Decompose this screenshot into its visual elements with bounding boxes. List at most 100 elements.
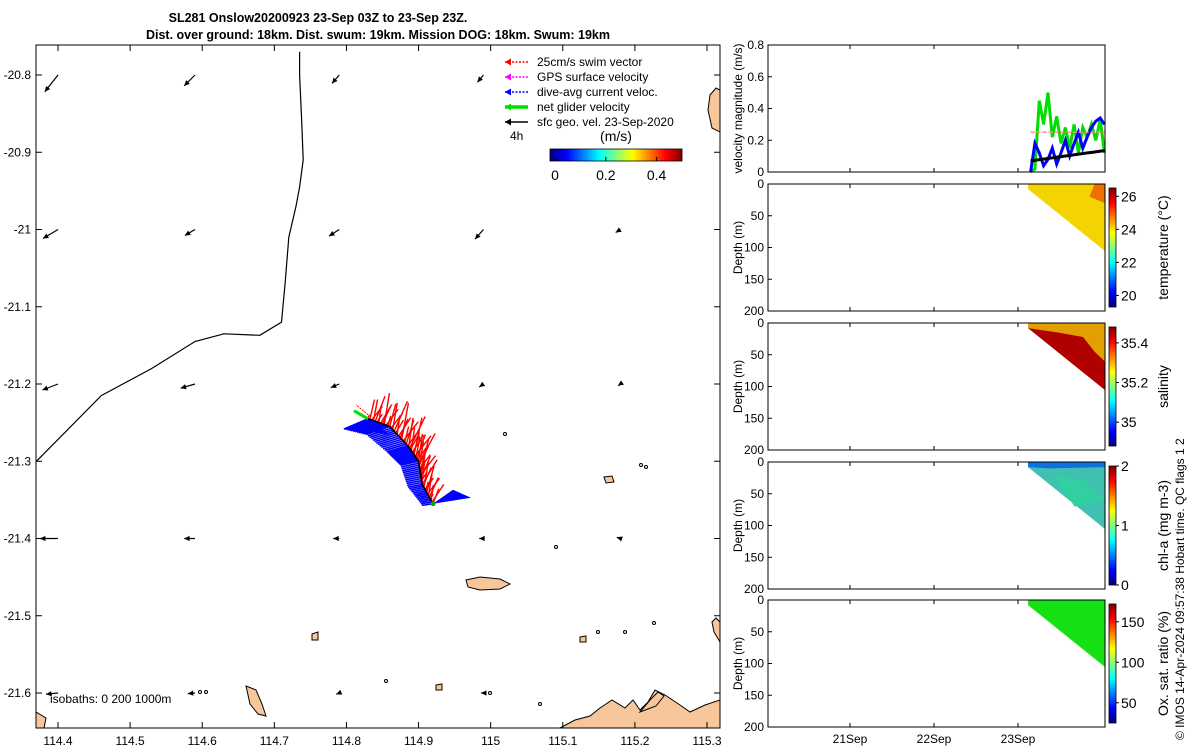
map-y-tick-label: -21.4 xyxy=(4,532,32,546)
sfc-vector-head xyxy=(336,689,343,695)
current-vector xyxy=(386,445,408,453)
colorbar-tick-label: 0 xyxy=(1121,577,1129,593)
map-frame xyxy=(35,44,721,729)
current-vector xyxy=(394,454,415,461)
swim-vector xyxy=(416,434,426,459)
colorbar-tick-label: 2 xyxy=(1121,458,1129,474)
profile-wedge xyxy=(1028,462,1105,529)
swim-vector xyxy=(378,408,382,423)
sfc-vector-head xyxy=(479,535,485,542)
sfc-vector-head xyxy=(42,385,49,391)
swim-vector xyxy=(411,434,425,453)
y-axis-label: Depth (m) xyxy=(731,360,745,413)
map-x-tick-label: 115.3 xyxy=(692,734,721,748)
swim-vector xyxy=(385,408,399,426)
sfc-vector-head xyxy=(184,80,190,86)
profile-wedge xyxy=(1028,600,1105,667)
islet-3 xyxy=(644,465,648,469)
y-tick-label: 100 xyxy=(744,519,764,533)
sfc-vector xyxy=(184,535,196,542)
current-vector xyxy=(408,485,424,490)
current-vector xyxy=(402,468,420,474)
current-vector xyxy=(403,472,421,477)
current-vector xyxy=(393,452,414,460)
swim-vector xyxy=(421,459,438,485)
colorbar-tick-label: 100 xyxy=(1121,654,1145,670)
sfc-vector-head xyxy=(477,76,483,83)
current-vector xyxy=(401,464,420,470)
y-tick-label: 0 xyxy=(757,177,764,191)
y-tick-label: 0.4 xyxy=(747,102,764,116)
sfc-vector xyxy=(481,690,487,696)
colorbar-tick-label: 35.2 xyxy=(1121,375,1148,391)
colorbar-units: (m/s) xyxy=(600,128,632,144)
legend-swatch-head xyxy=(505,88,511,96)
legend-label: GPS surface velocity xyxy=(537,70,648,84)
panel-frame xyxy=(767,183,1106,312)
sfc-vector xyxy=(184,228,196,237)
y-tick-label: 200 xyxy=(744,304,764,318)
colorbar-label: chl-a (mg m-3) xyxy=(1155,480,1171,571)
legend-label: net glider velocity xyxy=(537,100,630,114)
legend-label: dive-avg current veloc. xyxy=(537,85,658,99)
y-tick-label: 0 xyxy=(757,593,764,607)
current-vector xyxy=(416,494,429,499)
sfc-vector xyxy=(476,74,484,83)
profile-high-salinity xyxy=(1028,328,1105,390)
y-tick-label: 0.2 xyxy=(747,133,764,147)
land-2 xyxy=(465,576,512,591)
current-vector xyxy=(412,490,426,494)
current-vector xyxy=(369,428,393,439)
current-vector xyxy=(395,455,416,462)
colorbar xyxy=(1108,326,1117,447)
legend-swatch-head xyxy=(505,58,511,66)
land-1 xyxy=(638,691,665,714)
current-vector xyxy=(406,479,422,485)
map-x-tick-label: 114.9 xyxy=(404,734,433,748)
y-tick-label: 150 xyxy=(744,272,764,286)
current-vector xyxy=(389,448,411,456)
sfc-vector-head xyxy=(43,233,49,239)
swim-vector xyxy=(425,465,435,493)
islet-2 xyxy=(639,463,643,467)
sfc-vector-head xyxy=(481,690,487,696)
y-axis-label: Depth (m) xyxy=(731,499,745,552)
x-tick-label: 23Sep xyxy=(1001,732,1036,746)
sfc-vector xyxy=(333,535,340,542)
islet-6 xyxy=(652,621,656,625)
time-scale-label: 4h xyxy=(510,129,523,143)
profile-wedge xyxy=(1028,184,1105,251)
sfc-vector-head xyxy=(475,233,481,240)
x-tick-label: 22Sep xyxy=(917,732,952,746)
current-vector xyxy=(402,466,420,472)
current-vector xyxy=(384,443,407,452)
map-x-ticks: 114.4 114.5 114.6 114.7 114.8 114.9 115 115.1 11… xyxy=(43,45,722,748)
swim-vector xyxy=(376,413,383,423)
title-line-2: Dist. over ground: 18km. Dist. swum: 19k… xyxy=(146,28,610,42)
islet-9 xyxy=(538,702,542,706)
map-y-tick-label: -21.6 xyxy=(4,686,32,700)
map-panel: 114.4 114.5 114.6 114.7 114.8 114.9 115 115.1 11… xyxy=(4,44,722,748)
land-7 xyxy=(603,475,615,484)
current-vector xyxy=(374,433,398,443)
land-5 xyxy=(707,87,720,133)
y-tick-label: 100 xyxy=(744,380,764,394)
coastline-line xyxy=(36,51,304,462)
x-tick-label: 21Sep xyxy=(833,732,868,746)
current-vector xyxy=(400,462,420,468)
map-x-tick-label: 115.1 xyxy=(548,734,577,748)
panel-3: 0 50 100 150 200 Depth (m) 0 1 2 chl-a (mg m-3) xyxy=(731,455,1171,596)
sfc-vector xyxy=(478,381,486,388)
islet-11 xyxy=(204,690,208,694)
current-vector-fill xyxy=(432,489,471,504)
current-vector xyxy=(407,483,423,488)
panel-frame xyxy=(767,322,1106,451)
surface-velocity-vectors xyxy=(40,74,624,697)
colorbar-tick-label: 1 xyxy=(1121,518,1129,534)
land-4 xyxy=(245,685,267,717)
map-x-tick-label: 115 xyxy=(481,734,500,748)
islet-1 xyxy=(554,545,558,549)
y-tick-label: 200 xyxy=(744,720,764,734)
